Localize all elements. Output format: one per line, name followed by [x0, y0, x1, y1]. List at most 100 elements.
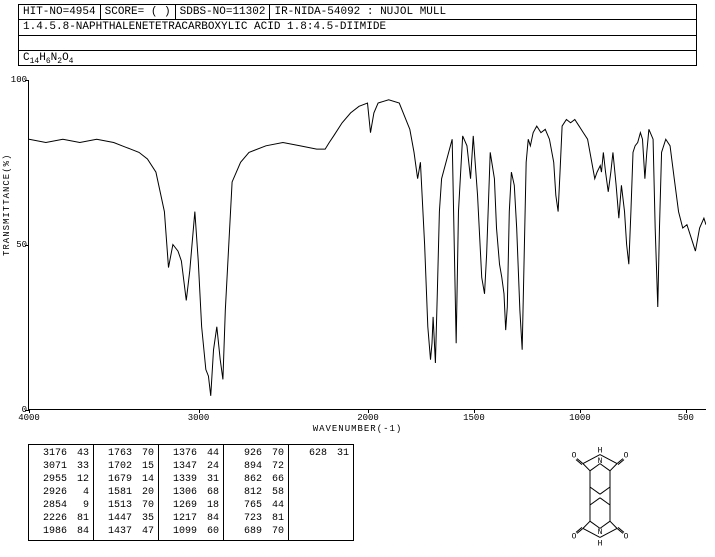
- peak-entry: 86266: [224, 473, 288, 486]
- peak-transmittance: 33: [67, 460, 89, 473]
- sdbs-no-cell: SDBS-NO=11302: [176, 5, 271, 19]
- x-axis-label: WAVENUMBER(-1): [313, 424, 403, 434]
- svg-text:O: O: [624, 452, 629, 461]
- svg-text:N: N: [598, 457, 603, 466]
- peak-wavenumber: 1376: [163, 447, 197, 460]
- x-tick-label: 1000: [569, 413, 591, 423]
- peak-entry: 89472: [224, 460, 288, 473]
- peak-entry: 158120: [94, 486, 158, 499]
- peak-wavenumber: 1702: [98, 460, 132, 473]
- x-tick-mark: [474, 409, 475, 413]
- peak-entry: 134724: [159, 460, 223, 473]
- ir-info-cell: IR-NIDA-54092 : NUJOL MULL: [270, 5, 696, 19]
- peak-transmittance: 31: [197, 473, 219, 486]
- x-tick-label: 4000: [18, 413, 40, 423]
- peak-table: 3176433071332955122926428549222681198684…: [28, 444, 354, 541]
- peak-transmittance: 9: [67, 499, 89, 512]
- peak-wavenumber: 765: [228, 499, 262, 512]
- peak-entry: 29264: [29, 486, 93, 499]
- peak-wavenumber: 2955: [33, 473, 67, 486]
- peak-entry: 81258: [224, 486, 288, 499]
- peak-wavenumber: 1347: [163, 460, 197, 473]
- peak-wavenumber: 3176: [33, 447, 67, 460]
- x-tick-mark: [29, 409, 30, 413]
- peak-wavenumber: 1986: [33, 525, 67, 538]
- peak-entry: 317643: [29, 447, 93, 460]
- svg-text:O: O: [572, 452, 577, 461]
- peak-wavenumber: 1269: [163, 499, 197, 512]
- molecular-formula: C14H6N2O4: [18, 50, 697, 66]
- peak-column: 1376441347241339311306681269181217841099…: [159, 445, 224, 540]
- peak-entry: 126918: [159, 499, 223, 512]
- peak-entry: 198684: [29, 525, 93, 538]
- x-tick-mark: [199, 409, 200, 413]
- peak-transmittance: 24: [197, 460, 219, 473]
- peak-transmittance: 81: [67, 512, 89, 525]
- peak-entry: 222681: [29, 512, 93, 525]
- x-tick-mark: [368, 409, 369, 413]
- peak-wavenumber: 1339: [163, 473, 197, 486]
- peak-wavenumber: 1217: [163, 512, 197, 525]
- peak-column: 62831: [289, 445, 353, 540]
- peak-wavenumber: 1763: [98, 447, 132, 460]
- hit-no-cell: HIT-NO=4954: [19, 5, 101, 19]
- peak-transmittance: 35: [132, 512, 154, 525]
- peak-transmittance: 4: [67, 486, 89, 499]
- peak-transmittance: 18: [197, 499, 219, 512]
- peak-entry: 170215: [94, 460, 158, 473]
- peak-entry: 144735: [94, 512, 158, 525]
- peak-wavenumber: 2854: [33, 499, 67, 512]
- header-gap: [18, 36, 697, 50]
- peak-wavenumber: 894: [228, 460, 262, 473]
- peak-transmittance: 20: [132, 486, 154, 499]
- x-tick-mark: [686, 409, 687, 413]
- peak-transmittance: 47: [132, 525, 154, 538]
- peak-entry: 143747: [94, 525, 158, 538]
- peak-column: 92670894728626681258765447238168970: [224, 445, 289, 540]
- spectrum-line: [29, 80, 706, 409]
- x-tick-label: 3000: [188, 413, 210, 423]
- peak-entry: 109960: [159, 525, 223, 538]
- peak-wavenumber: 1679: [98, 473, 132, 486]
- peak-transmittance: 43: [67, 447, 89, 460]
- peak-entry: 72381: [224, 512, 288, 525]
- peak-entry: 176370: [94, 447, 158, 460]
- peak-wavenumber: 1437: [98, 525, 132, 538]
- peak-entry: 130668: [159, 486, 223, 499]
- peak-entry: 307133: [29, 460, 93, 473]
- peak-transmittance: 72: [262, 460, 284, 473]
- peak-entry: 137644: [159, 447, 223, 460]
- compound-name: 1.4.5.8-NAPHTHALENETETRACARBOXYLIC ACID …: [18, 20, 697, 36]
- peak-table-section: 3176433071332955122926428549222681198684…: [28, 444, 354, 541]
- peak-entry: 151370: [94, 499, 158, 512]
- peak-transmittance: 44: [197, 447, 219, 460]
- peak-wavenumber: 1306: [163, 486, 197, 499]
- peak-transmittance: 31: [327, 447, 349, 460]
- peak-transmittance: 70: [132, 447, 154, 460]
- peak-entry: 62831: [289, 447, 353, 460]
- y-tick-mark: [25, 245, 29, 246]
- svg-text:H: H: [598, 447, 603, 456]
- svg-text:O: O: [624, 532, 629, 541]
- svg-text:H: H: [598, 539, 603, 546]
- svg-text:O: O: [572, 532, 577, 541]
- x-tick-label: 500: [678, 413, 694, 423]
- peak-entry: 68970: [224, 525, 288, 538]
- peak-wavenumber: 723: [228, 512, 262, 525]
- peak-entry: 167914: [94, 473, 158, 486]
- peak-wavenumber: 812: [228, 486, 262, 499]
- peak-transmittance: 70: [262, 525, 284, 538]
- plot-area: 05010040003000200015001000500: [28, 80, 706, 410]
- peak-entry: 28549: [29, 499, 93, 512]
- peak-entry: 121784: [159, 512, 223, 525]
- peak-wavenumber: 1099: [163, 525, 197, 538]
- x-tick-label: 2000: [357, 413, 379, 423]
- x-tick-label: 1500: [463, 413, 485, 423]
- peak-transmittance: 58: [262, 486, 284, 499]
- peak-wavenumber: 1581: [98, 486, 132, 499]
- peak-transmittance: 81: [262, 512, 284, 525]
- peak-entry: 133931: [159, 473, 223, 486]
- header-row: HIT-NO=4954 SCORE= ( ) SDBS-NO=11302 IR-…: [18, 4, 697, 20]
- peak-transmittance: 68: [197, 486, 219, 499]
- peak-wavenumber: 2226: [33, 512, 67, 525]
